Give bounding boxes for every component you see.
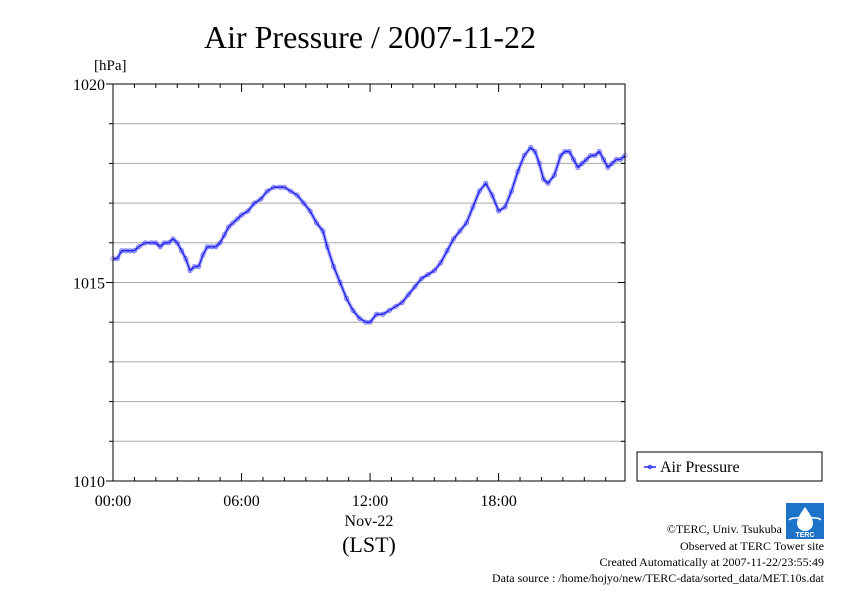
data-point [245, 208, 251, 214]
data-point [350, 307, 356, 313]
legend: Air Pressure [636, 451, 823, 482]
y-axis-label: [hPa] [94, 58, 127, 74]
credit-created: Created Automatically at 2007-11-22/23:5… [599, 555, 824, 569]
data-point [187, 267, 193, 274]
data-point [470, 204, 476, 210]
data-point [288, 188, 294, 194]
chart-title: Air Pressure / 2007-11-22 [204, 19, 536, 55]
y-axis: 1010 1015 1020 [73, 77, 625, 491]
series-band [113, 145, 627, 325]
data-point [425, 271, 431, 278]
data-point [136, 244, 142, 250]
terc-logo-text: TERC [795, 532, 814, 539]
x-tick-label: 00:00 [95, 493, 131, 510]
y-tick-label: 1015 [73, 276, 105, 293]
data-point [532, 148, 538, 155]
x-axis-date-label: Nov-22 [345, 513, 394, 530]
data-point [337, 279, 343, 286]
x-tick-label: 06:00 [223, 493, 259, 510]
data-point [476, 188, 482, 194]
data-point [183, 256, 189, 262]
data-point [313, 220, 320, 226]
data-point [596, 148, 602, 155]
data-point [575, 164, 581, 170]
data-point [600, 156, 607, 163]
data-point [386, 307, 392, 313]
data-point [301, 200, 307, 206]
data-point [489, 192, 495, 198]
data-point [444, 248, 450, 254]
data-point [174, 240, 180, 246]
legend-marker [647, 464, 653, 470]
data-point [258, 196, 264, 202]
data-point [412, 283, 418, 290]
data-point [502, 204, 508, 210]
data-point [393, 303, 399, 309]
x-tick-label: 18:00 [480, 493, 516, 510]
grid-lines [113, 123, 625, 442]
data-point [238, 212, 245, 218]
data-point [307, 208, 313, 214]
data-point [579, 160, 585, 166]
data-point [521, 152, 527, 159]
data-point [356, 315, 362, 321]
data-point [157, 244, 163, 250]
y-tick-label: 1020 [73, 77, 105, 94]
data-point [609, 160, 615, 166]
data-point [583, 156, 590, 163]
data-point [264, 188, 270, 194]
data-point [605, 164, 611, 170]
x-axis: 00:00 06:00 12:00 18:00 [95, 84, 607, 510]
credit-source: Data source : /home/hojyo/new/TERC-data/… [492, 571, 825, 585]
data-point [178, 248, 185, 254]
x-axis-unit-label: (LST) [342, 532, 396, 557]
credit-site: Observed at TERC Tower site [680, 539, 824, 553]
data-point [406, 291, 412, 298]
data-point [251, 200, 257, 206]
data-point [463, 220, 470, 226]
data-point [438, 260, 444, 266]
data-point [570, 156, 577, 163]
terc-logo: TERC [786, 503, 824, 539]
credit-copyright: ©TERC, Univ. Tsukuba [667, 522, 783, 536]
data-point [508, 188, 515, 194]
data-point [431, 267, 437, 274]
data-point [418, 275, 425, 282]
series-air-pressure [110, 144, 628, 325]
legend-label: Air Pressure [660, 459, 740, 476]
data-point [399, 299, 405, 305]
data-point [545, 180, 551, 186]
data-point [200, 252, 206, 258]
data-point [226, 224, 232, 230]
data-point [343, 295, 350, 301]
data-point [457, 228, 463, 234]
x-tick-label: 12:00 [352, 493, 388, 510]
data-point [451, 236, 457, 242]
y-tick-label: 1010 [73, 474, 105, 491]
data-point [496, 208, 502, 214]
series-line [113, 146, 626, 323]
data-point [528, 144, 534, 151]
legend-box [636, 451, 823, 482]
data-point [170, 236, 176, 242]
data-point [221, 232, 227, 238]
data-point [217, 240, 223, 246]
data-point [294, 192, 300, 198]
data-point [234, 216, 240, 222]
data-point [483, 180, 489, 186]
data-point [230, 220, 236, 226]
